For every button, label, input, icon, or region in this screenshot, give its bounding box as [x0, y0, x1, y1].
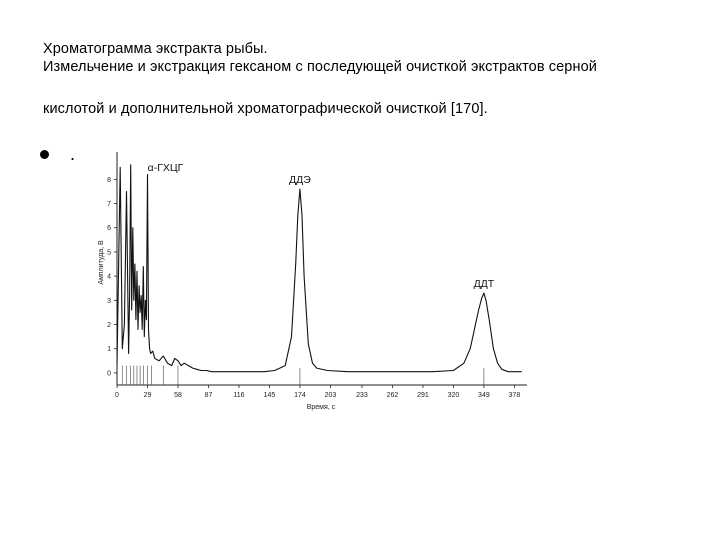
bullet-text: .: [70, 144, 76, 164]
peak-label: ДДЭ: [289, 174, 311, 186]
bullet-dot-icon: [40, 150, 49, 159]
x-tick-label: 145: [264, 392, 276, 399]
x-tick-label: 291: [417, 392, 429, 399]
y-tick-label: 6: [107, 225, 111, 232]
chromatogram-trace: [116, 164, 522, 373]
y-tick-label: 4: [107, 274, 111, 281]
y-tick-label: 0: [107, 370, 111, 377]
x-tick-label: 29: [144, 392, 152, 399]
caption-method-line2: кислотой и дополнительной хроматографиче…: [43, 101, 488, 117]
y-tick-label: 5: [107, 249, 111, 256]
x-tick-label: 320: [448, 392, 460, 399]
x-tick-label: 174: [294, 392, 306, 399]
peak-label: α-ГХЦГ: [148, 162, 184, 174]
x-tick-label: 87: [205, 392, 213, 399]
y-tick-label: 7: [107, 201, 111, 208]
x-tick-label: 378: [509, 392, 521, 399]
y-tick-label: 2: [107, 322, 111, 329]
caption-title: Хроматограмма экстракта рыбы.: [43, 41, 268, 57]
x-tick-label: 203: [325, 392, 337, 399]
x-tick-label: 116: [233, 392, 244, 399]
x-axis-label: Время, с: [307, 404, 336, 411]
x-tick-label: 58: [174, 392, 182, 399]
caption-method-line1: Измельчение и экстракция гексаном с посл…: [43, 59, 597, 75]
y-tick-label: 3: [107, 298, 111, 305]
x-tick-label: 349: [478, 392, 490, 399]
bullet-item: .: [40, 144, 100, 168]
x-tick-label: 0: [115, 392, 119, 399]
y-tick-label: 1: [107, 346, 111, 353]
chromatogram-figure: 0 29 58 87 116 145 174 203 233 262 291 320 349 378 0 1 2…: [95, 138, 535, 423]
y-axis-label: Амплитуда, В: [98, 240, 105, 285]
chromatogram-chart: 0 29 58 87 116 145 174 203 233 262 291 320 349 378012…: [98, 152, 527, 411]
x-tick-label: 233: [356, 392, 368, 399]
y-tick-label: 8: [107, 177, 111, 184]
peak-label: ДДТ: [474, 278, 495, 290]
x-tick-label: 262: [387, 392, 399, 399]
